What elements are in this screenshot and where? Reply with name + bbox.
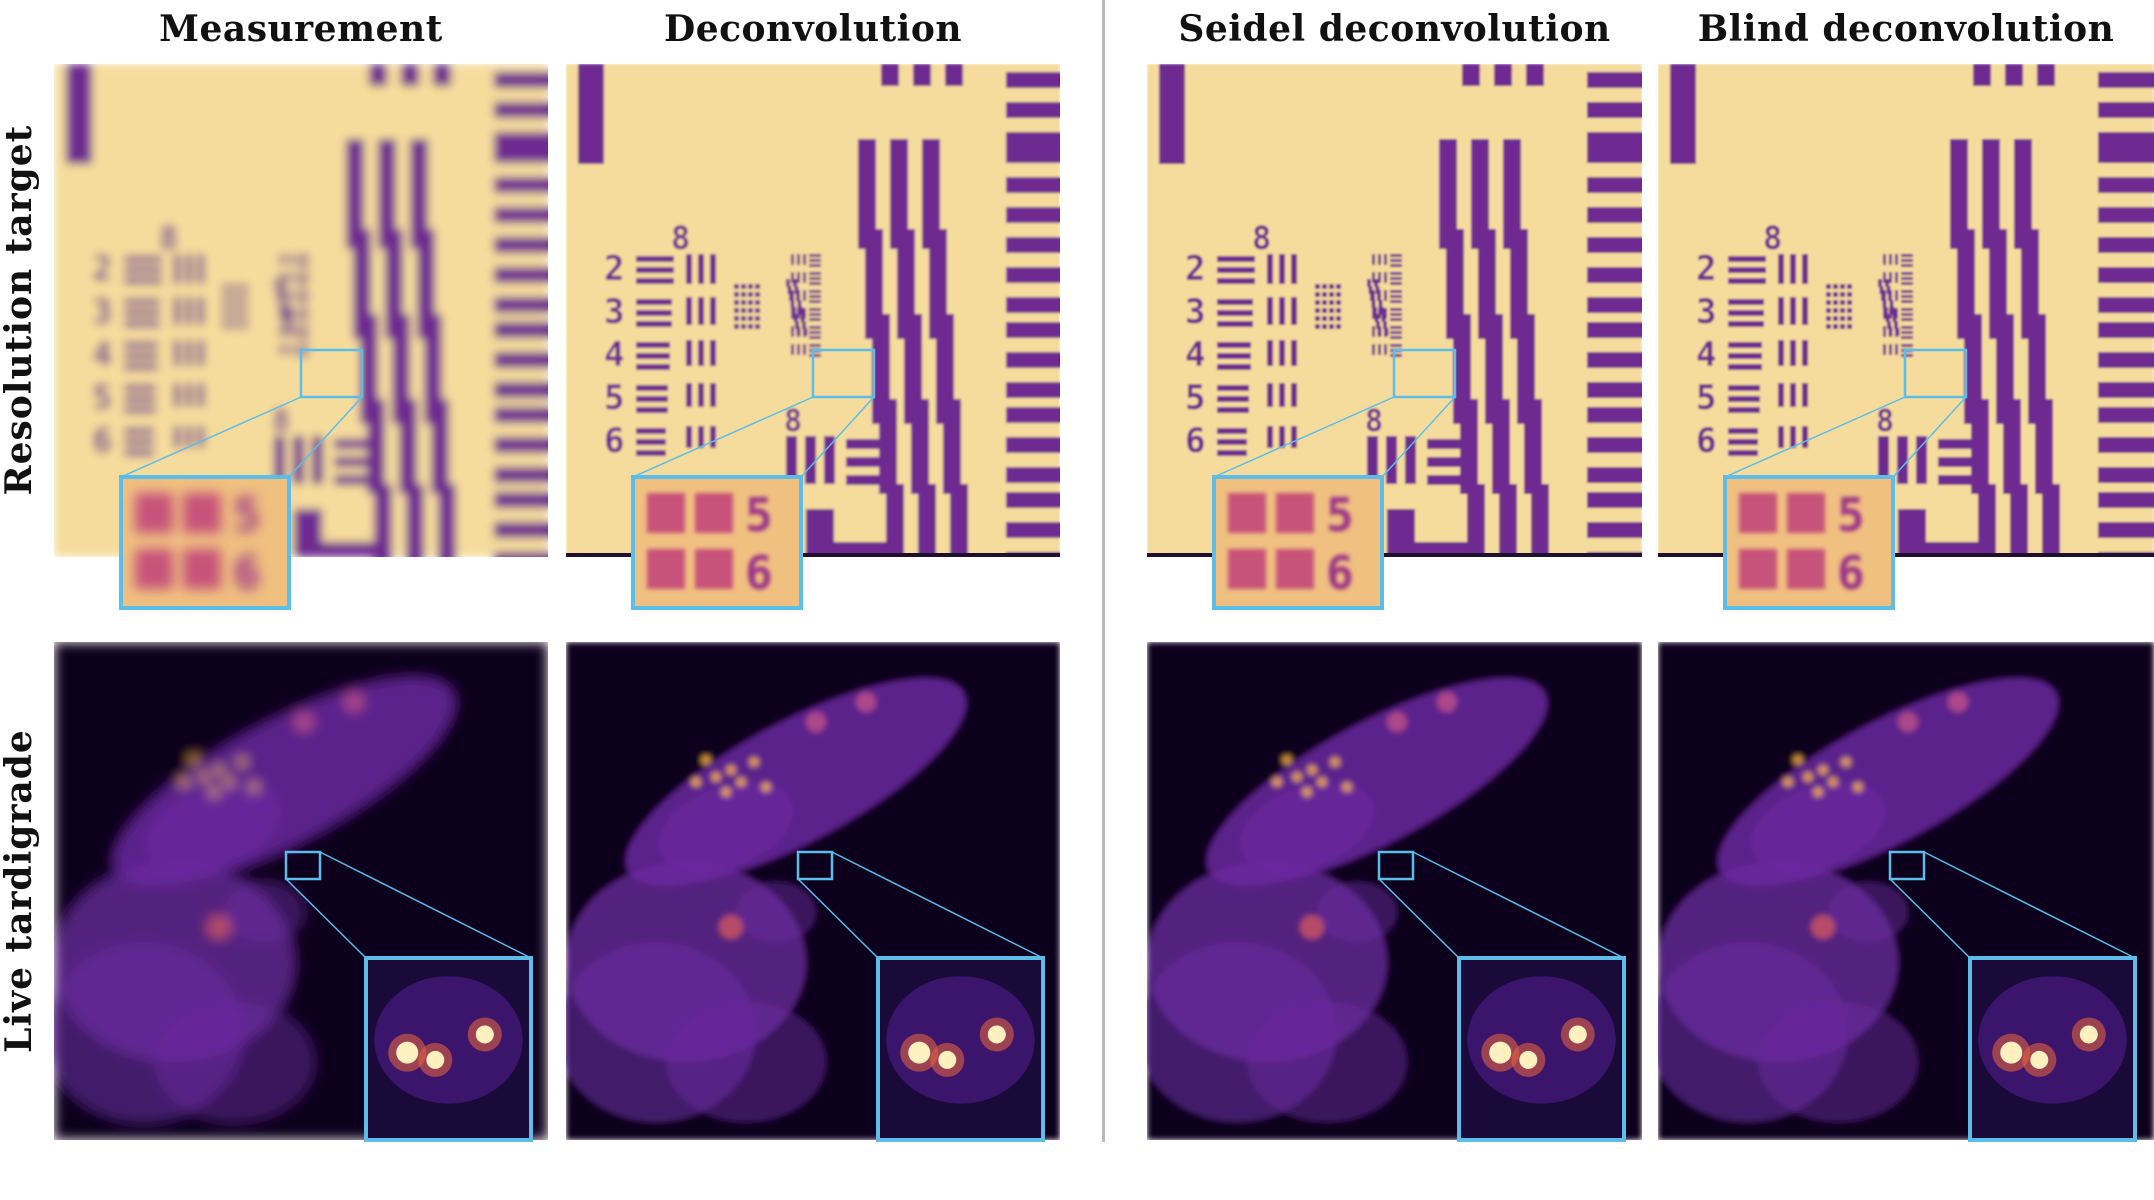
zoom-inset [364,956,533,1142]
svg-text:5: 5 [1696,378,1716,418]
svg-text:5: 5 [1837,488,1865,542]
zoom-inset: 56 [1212,475,1384,610]
svg-text:2: 2 [92,249,112,289]
column-title-seidel-deconvolution: Seidel deconvolution [1178,8,1611,50]
svg-text:8: 8 [1876,404,1894,439]
panel-tardigrade-deconvolution [566,642,1060,1142]
svg-text:6: 6 [1326,546,1354,600]
svg-text:5: 5 [1326,488,1354,542]
panel-tardigrade-seidel [1147,642,1642,1142]
zoom-inset [1968,956,2137,1142]
svg-text:2: 2 [1696,249,1716,289]
svg-text:5: 5 [745,488,773,542]
zoom-region-box [1903,348,1968,399]
svg-text:8: 8 [1252,219,1271,257]
zoom-inset: 56 [631,475,803,610]
svg-text:3: 3 [604,292,624,332]
svg-text:2: 2 [604,249,624,289]
svg-text:8: 8 [784,404,802,439]
zoom-region-box [1888,850,1926,881]
svg-text:5: 5 [92,378,112,418]
zoom-inset: 56 [1723,475,1895,610]
column-title-measurement: Measurement [159,8,443,50]
svg-text:6: 6 [1185,421,1205,461]
panel-tardigrade-blind [1658,642,2154,1142]
svg-text:6: 6 [604,421,624,461]
zoom-region-box [1377,850,1415,881]
row-label-resolution-target: Resolution target [0,124,40,496]
panel-tardigrade-measurement [54,642,548,1142]
tardigrade-image [54,642,548,1140]
svg-text:4: 4 [1696,335,1716,375]
svg-text:3: 3 [92,292,112,332]
svg-text:6: 6 [1837,546,1865,600]
svg-text:8: 8 [1365,404,1383,439]
svg-text:8: 8 [272,404,290,439]
svg-text:8: 8 [1763,219,1782,257]
svg-text:5: 5 [604,378,624,418]
svg-text:6: 6 [1696,421,1716,461]
svg-text:3: 3 [1696,292,1716,332]
svg-text:5: 5 [233,488,261,542]
zoom-region-box [811,348,876,399]
zoom-region-box [284,850,322,881]
column-title-blind-deconvolution: Blind deconvolution [1697,8,2115,50]
svg-text:8: 8 [159,219,178,257]
svg-text:3: 3 [1185,292,1205,332]
zoom-region-box [299,348,364,399]
svg-text:6: 6 [92,421,112,461]
zoom-inset [1457,956,1626,1142]
zoom-region-box [1392,348,1457,399]
svg-text:4: 4 [92,335,112,375]
column-title-deconvolution: Deconvolution [664,8,962,50]
svg-text:6: 6 [745,546,773,600]
zoom-inset: 56 [119,475,291,610]
svg-text:6: 6 [233,546,261,600]
row-label-live-tardigrade: Live tardigrade [0,729,40,1053]
zoom-inset [876,956,1045,1142]
svg-text:4: 4 [1185,335,1205,375]
svg-text:5: 5 [1185,378,1205,418]
svg-text:8: 8 [671,219,690,257]
zoom-region-box [796,850,834,881]
svg-text:4: 4 [604,335,624,375]
svg-text:2: 2 [1185,249,1205,289]
column-divider [1102,0,1105,1142]
